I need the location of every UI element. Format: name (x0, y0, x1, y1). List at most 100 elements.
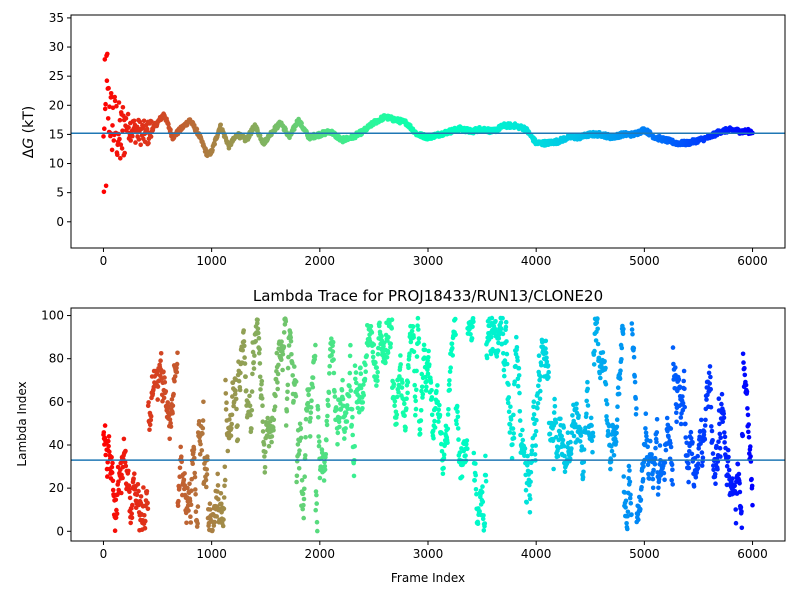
lambda-x-tick-label: 3000 (413, 547, 444, 561)
lambda-point (193, 492, 198, 497)
lambda-point (343, 426, 348, 431)
lambda-point (242, 355, 247, 360)
lambda-point (355, 405, 361, 411)
lambda-point (285, 365, 291, 371)
lambda-point (617, 376, 623, 382)
lambda-point (394, 412, 400, 418)
lambda-point (323, 452, 329, 457)
lambda-point (515, 358, 520, 363)
lambda-point (225, 448, 231, 454)
lambda-point (308, 410, 314, 415)
lambda-point (495, 348, 501, 353)
lambda-point (638, 497, 644, 503)
lambda-point (242, 361, 248, 366)
lambda-x-tick-label: 0 (100, 547, 108, 561)
lambda-point (703, 417, 708, 423)
lambda-point (285, 389, 290, 395)
lambda-point (123, 463, 129, 469)
lambda-point (446, 382, 452, 387)
lambda-point (105, 459, 110, 465)
lambda-point (237, 387, 243, 393)
lambda-point (552, 404, 558, 409)
lambda-point (386, 334, 391, 340)
lambda-point (623, 505, 628, 510)
lambda-point (404, 406, 409, 411)
lambda-point (334, 407, 340, 412)
lambda-point (360, 406, 365, 411)
lambda-point (284, 396, 290, 402)
lambda-point (429, 395, 435, 400)
lambda-point (275, 386, 281, 392)
lambda-point (294, 479, 299, 485)
lambda-point (645, 462, 651, 468)
lambda-point (656, 485, 661, 491)
lambda-point (119, 490, 124, 496)
lambda-point (346, 393, 352, 399)
deltag-point (137, 119, 143, 124)
lambda-point (122, 459, 128, 465)
lambda-point (222, 464, 228, 470)
lambda-point (544, 359, 550, 365)
lambda-point (293, 393, 299, 399)
lambda-point (210, 527, 215, 533)
deltag-point (131, 118, 137, 124)
lambda-point (404, 396, 409, 402)
deltag-point (125, 111, 131, 117)
lambda-point (657, 443, 663, 448)
lambda-point (103, 452, 108, 458)
lambda-point (265, 415, 271, 421)
lambda-point (427, 362, 432, 367)
deltag-point (138, 142, 143, 148)
lambda-point (730, 476, 735, 481)
lambda-point (631, 354, 637, 360)
lambda-point (726, 454, 731, 460)
lambda-point (569, 430, 575, 436)
lambda-point (670, 345, 676, 350)
lambda-point (676, 377, 682, 382)
lambda-point (193, 509, 199, 514)
lambda-point (189, 488, 194, 494)
lambda-point (296, 466, 302, 471)
lambda-point (627, 479, 633, 485)
lambda-point (544, 355, 549, 361)
lambda-point (634, 406, 639, 411)
lambda-point (700, 455, 706, 461)
deltag-y-tick-label: 10 (49, 157, 64, 171)
lambda-point (188, 520, 194, 525)
lambda-point (389, 317, 395, 323)
lambda-point (713, 481, 718, 487)
lambda-point (733, 507, 738, 512)
lambda-point (412, 382, 418, 388)
lambda-point (141, 485, 146, 490)
lambda-point (655, 492, 661, 497)
lambda-point (215, 483, 221, 488)
lambda-point (454, 421, 459, 427)
lambda-point (489, 334, 494, 340)
lambda-point (545, 363, 551, 368)
lambda-point (510, 426, 516, 431)
lambda-point (471, 450, 477, 456)
lambda-point (176, 498, 181, 504)
lambda-point (301, 515, 307, 521)
lambda-point (471, 319, 476, 325)
lambda-point (236, 378, 242, 384)
lambda-point (688, 429, 694, 435)
lambda-point (276, 362, 281, 368)
lambda-point (255, 317, 260, 323)
lambda-point (600, 350, 606, 355)
lambda-point (494, 354, 500, 359)
lambda-point (335, 430, 341, 436)
lambda-point (414, 354, 420, 359)
lambda-point (229, 421, 234, 427)
lambda-point (500, 315, 505, 321)
lambda-point (445, 412, 451, 417)
lambda-point (724, 463, 730, 469)
lambda-point (440, 471, 446, 477)
lambda-point (135, 482, 141, 487)
lambda-point (343, 410, 349, 416)
lambda-point (680, 394, 685, 399)
deltag-point (111, 138, 117, 143)
lambda-point (417, 427, 423, 432)
lambda-point (602, 359, 607, 364)
deltag-point (146, 140, 151, 146)
